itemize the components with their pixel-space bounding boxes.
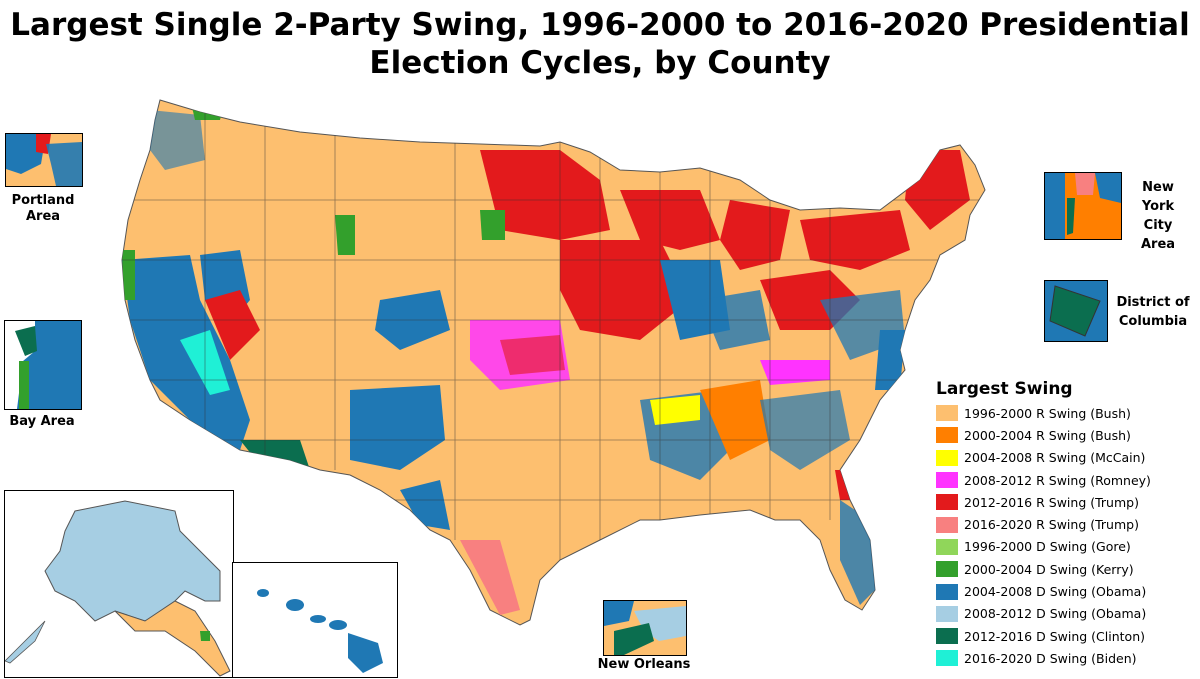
hawaii-inset: [232, 562, 398, 678]
map-title-line2: Election Cycles, by County: [369, 45, 831, 81]
legend-label: 2016-2020 R Swing (Trump): [964, 517, 1139, 533]
legend-item: 2004-2008 D Swing (Obama): [936, 580, 1198, 602]
legend-item: 2016-2020 D Swing (Biden): [936, 647, 1198, 669]
dc-inset-map: [1045, 281, 1107, 341]
new-orleans-map: [604, 601, 686, 655]
nyc-inset: [1044, 172, 1122, 240]
hawaii-map: [257, 589, 383, 673]
legend-item: 2004-2008 R Swing (McCain): [936, 447, 1198, 469]
legend-swatch: [936, 516, 958, 533]
new-orleans-label: New Orleans: [597, 657, 691, 672]
legend-label: 2016-2020 D Swing (Biden): [964, 650, 1137, 666]
alaska-inset: [4, 490, 234, 678]
legend-swatch: [936, 538, 958, 555]
bay-area-inset: [4, 320, 82, 410]
dc-label: District of Columbia: [1116, 295, 1190, 329]
legend-label: 2000-2004 D Swing (Kerry): [964, 561, 1134, 577]
legend-items: 1996-2000 R Swing (Bush) 2000-2004 R Swin…: [936, 402, 1198, 670]
legend-swatch: [936, 405, 958, 422]
legend-item: 2012-2016 R Swing (Trump): [936, 491, 1198, 513]
portland-inset: [5, 133, 83, 187]
legend-title: Largest Swing: [936, 379, 1073, 399]
legend-label: 2008-2012 D Swing (Obama): [964, 606, 1147, 622]
legend-item: 2008-2012 R Swing (Romney): [936, 469, 1198, 491]
map-title: Largest Single 2-Party Swing, 1996-2000 …: [0, 6, 1200, 82]
legend-label: 1996-2000 R Swing (Bush): [964, 405, 1131, 421]
legend-swatch: [936, 605, 958, 622]
dc-inset: [1044, 280, 1108, 342]
legend-item: 1996-2000 R Swing (Bush): [936, 402, 1198, 424]
legend-label: 2004-2008 R Swing (McCain): [964, 450, 1146, 466]
legend-swatch: [936, 628, 958, 645]
portland-inset-map: [6, 134, 82, 186]
new-orleans-inset: [603, 600, 687, 656]
legend-label: 1996-2000 D Swing (Gore): [964, 539, 1131, 555]
legend-label: 2000-2004 R Swing (Bush): [964, 427, 1131, 443]
legend-swatch: [936, 449, 958, 466]
legend-label: 2008-2012 R Swing (Romney): [964, 472, 1151, 488]
legend: Largest Swing 1996-2000 R Swing (Bush) 20…: [936, 378, 1198, 670]
legend-swatch: [936, 650, 958, 667]
legend-item: 1996-2000 D Swing (Gore): [936, 536, 1198, 558]
legend-item: 2016-2020 R Swing (Trump): [936, 513, 1198, 535]
alaska-map: [5, 500, 231, 677]
legend-label: 2004-2008 D Swing (Obama): [964, 584, 1147, 600]
legend-swatch: [936, 494, 958, 511]
portland-label: Portland Area: [11, 193, 75, 224]
legend-item: 2000-2004 R Swing (Bush): [936, 424, 1198, 446]
legend-label: 2012-2016 D Swing (Clinton): [964, 628, 1145, 644]
legend-swatch: [936, 472, 958, 489]
legend-swatch: [936, 583, 958, 600]
bay-area-inset-map: [5, 321, 81, 409]
bay-area-label: Bay Area: [9, 414, 75, 429]
map-title-line1: Largest Single 2-Party Swing, 1996-2000 …: [10, 7, 1190, 43]
nyc-inset-map: [1045, 173, 1121, 239]
legend-swatch: [936, 427, 958, 444]
legend-item: 2008-2012 D Swing (Obama): [936, 603, 1198, 625]
legend-item: 2012-2016 D Swing (Clinton): [936, 625, 1198, 647]
legend-label: 2012-2016 R Swing (Trump): [964, 494, 1139, 510]
legend-swatch: [936, 561, 958, 578]
nyc-label: New York City Area: [1140, 180, 1176, 252]
legend-item: 2000-2004 D Swing (Kerry): [936, 558, 1198, 580]
